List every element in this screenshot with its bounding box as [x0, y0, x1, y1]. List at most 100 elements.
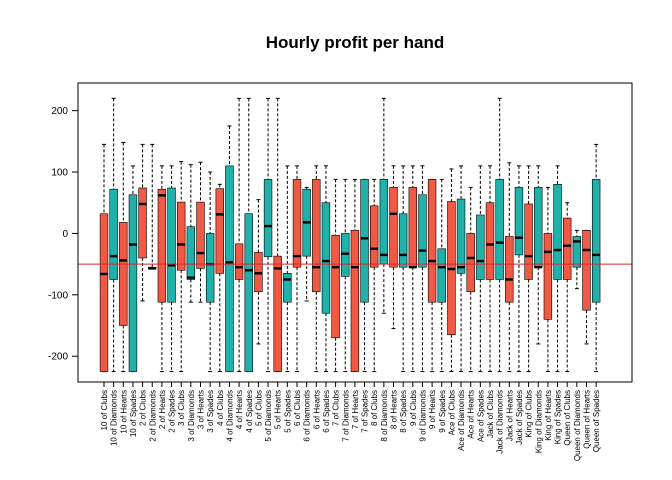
x-tick-label: Jack of Diamonds [496, 390, 505, 454]
x-tick-label: 7 of Diamonds [341, 390, 350, 442]
x-tick-label: King of Clubs [525, 390, 534, 438]
x-tick-label: 7 of Hearts [351, 390, 360, 429]
box-body [109, 188, 118, 280]
x-tick-label: 9 of Diamonds [418, 390, 427, 442]
x-tick-label: 9 of Spades [438, 390, 447, 433]
box-body [514, 187, 524, 256]
box-31 [398, 165, 408, 373]
box-body [369, 205, 379, 268]
box-body [572, 236, 582, 268]
box-body [312, 179, 321, 293]
y-tick-label: -100 [48, 290, 68, 301]
x-tick-label: Ace of Spades [476, 390, 485, 442]
box-body [408, 187, 417, 268]
box-body [99, 213, 109, 372]
box-body [244, 213, 253, 372]
x-tick-label: Jack of Spades [515, 390, 524, 445]
box-20 [292, 165, 302, 373]
y-axis: -200 -100 0 100 200 [48, 106, 78, 363]
y-tick-label: 100 [51, 168, 68, 179]
box-8 [177, 161, 186, 373]
box-body [591, 179, 601, 303]
box-41 [495, 97, 504, 373]
x-tick-label: Queen of Diamonds [573, 390, 582, 461]
x-tick-label: 2 of Clubs [139, 390, 148, 426]
box-body [283, 273, 292, 303]
box-49 [572, 229, 582, 290]
box-body [398, 213, 408, 268]
box-12 [215, 183, 224, 373]
box-body [128, 194, 138, 372]
x-tick-label: Queen of Hearts [583, 390, 592, 449]
x-tick-label: Jack of Clubs [486, 390, 495, 438]
box-29 [379, 97, 389, 314]
box-body [167, 187, 176, 303]
box-body [157, 188, 167, 303]
x-tick-label: 5 of Hearts [274, 390, 283, 429]
x-tick-label: 10 of Spades [129, 390, 138, 437]
x-tick-label: 4 of Spades [245, 390, 254, 433]
x-tick-label: 10 of Hearts [119, 390, 128, 434]
box-45 [534, 165, 543, 345]
box-16 [254, 199, 263, 345]
box-body [234, 243, 244, 280]
box-body [389, 187, 398, 268]
x-tick-label: 6 of Hearts [312, 390, 321, 429]
x-tick-label: 2 of Hearts [158, 390, 167, 429]
box-body [321, 202, 331, 314]
x-tick-label: 6 of Clubs [293, 390, 302, 426]
box-body [360, 179, 369, 303]
x-tick-label: 4 of Hearts [235, 390, 244, 429]
box-17 [263, 97, 273, 373]
box-43 [514, 165, 524, 373]
box-33 [418, 165, 427, 373]
x-tick-label: Ace of Diamonds [457, 390, 466, 451]
box-34 [427, 178, 437, 373]
box-51 [591, 143, 601, 373]
box-10 [196, 161, 205, 303]
box-body [205, 233, 215, 303]
box-35 [437, 178, 446, 373]
box-body [138, 187, 147, 259]
box-32 [408, 165, 417, 373]
box-39 [476, 165, 485, 373]
x-tick-label: Queen of Clubs [563, 390, 572, 446]
box-24 [331, 178, 340, 373]
box-body [350, 230, 360, 372]
box-1 [109, 97, 118, 373]
x-tick-label: Queen of Spades [592, 390, 601, 452]
box-0 [99, 143, 109, 373]
box-body [553, 184, 562, 280]
box-body [418, 194, 427, 268]
box-28 [369, 178, 379, 373]
box-27 [360, 178, 369, 373]
box-38 [466, 186, 475, 373]
x-axis-labels: 10 of Clubs 10 of Diamonds 10 of Hearts 10 … [100, 382, 601, 461]
box-18 [273, 97, 282, 373]
x-tick-label: 6 of Spades [322, 390, 331, 433]
box-body [177, 201, 186, 271]
box-22 [312, 165, 321, 373]
x-tick-label: Ace of Clubs [447, 390, 456, 435]
box-11 [205, 171, 215, 373]
box-body [119, 222, 128, 326]
x-tick-label: 3 of Clubs [177, 390, 186, 426]
box-body [437, 248, 446, 303]
x-tick-label: King of Spades [554, 390, 563, 444]
x-tick-label: 8 of Clubs [370, 390, 379, 426]
box-19 [283, 165, 292, 373]
box-4 [138, 143, 147, 302]
box-body [466, 233, 475, 293]
box-body [524, 203, 533, 280]
box-body [562, 217, 572, 280]
box-body [273, 255, 282, 372]
box-5 [148, 143, 157, 270]
x-tick-label: 3 of Diamonds [187, 390, 196, 442]
boxes-group [99, 97, 601, 373]
box-body [495, 179, 504, 280]
box-47 [553, 165, 562, 373]
x-tick-label: 8 of Diamonds [380, 390, 389, 442]
x-tick-label: 9 of Clubs [409, 390, 418, 426]
x-tick-label: 6 of Diamonds [303, 390, 312, 442]
box-body [379, 179, 389, 265]
